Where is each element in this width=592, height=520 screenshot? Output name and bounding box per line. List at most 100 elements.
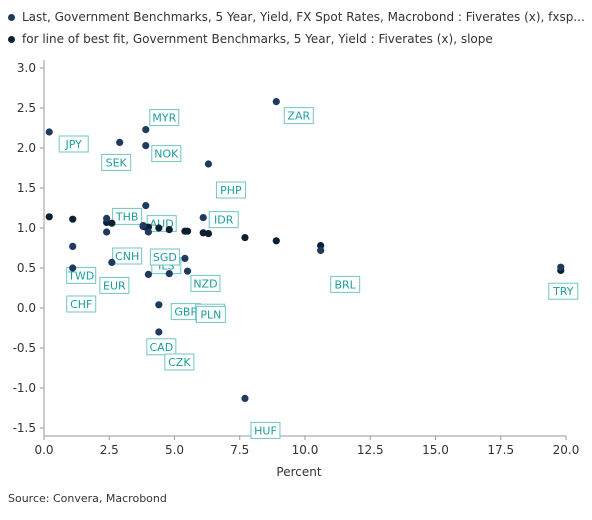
data-label: IDR: [214, 214, 234, 227]
data-point-eur[interactable]: [108, 258, 116, 266]
data-label: CHF: [70, 298, 92, 311]
data-label: CNH: [115, 250, 139, 263]
data-point-huf[interactable]: [241, 394, 249, 402]
data-label-box: [101, 153, 132, 171]
y-tick-label: 3.0: [17, 61, 36, 75]
fit-point[interactable]: [45, 213, 53, 221]
y-tick-label: 1.5: [17, 181, 36, 195]
x-tick-label: 7.5: [230, 443, 249, 457]
legend: Last, Government Benchmarks, 5 Year, Yie…: [8, 6, 588, 50]
data-label: CZK: [168, 356, 191, 369]
y-tick-label: -0.5: [13, 341, 36, 355]
data-label: TWD: [67, 269, 94, 282]
y-tick-label: -1.5: [13, 421, 36, 435]
x-tick-label: 5.0: [165, 443, 184, 457]
y-tick-label: 0.5: [17, 261, 36, 275]
x-tick-label: 0.0: [34, 443, 53, 457]
legend-dot-last: [8, 13, 15, 21]
data-label-box: [112, 247, 143, 265]
data-label-box: [250, 421, 281, 439]
data-label-box: [195, 305, 226, 323]
data-point-cad[interactable]: [155, 301, 163, 309]
data-point-chf[interactable]: [69, 264, 77, 272]
data-point-pln[interactable]: [144, 270, 152, 278]
data-label-box: [151, 145, 182, 163]
data-label-box: [58, 135, 89, 153]
data-label-box: [146, 338, 177, 356]
data-label: GBP: [174, 306, 197, 319]
data-label-box: [149, 248, 180, 266]
x-tick-label: 20.0: [553, 443, 580, 457]
data-label-box: [283, 107, 314, 125]
data-label: SGD: [153, 251, 177, 264]
data-label: BRL: [334, 278, 356, 291]
y-tick-label: 2.5: [17, 101, 36, 115]
data-label: NZD: [193, 277, 217, 290]
x-tick-label: 12.5: [357, 443, 384, 457]
fit-point[interactable]: [204, 230, 213, 238]
fit-point[interactable]: [241, 234, 249, 242]
data-point-cnh[interactable]: [103, 228, 111, 236]
legend-item-last[interactable]: Last, Government Benchmarks, 5 Year, Yie…: [8, 6, 588, 28]
data-point-nok[interactable]: [142, 142, 150, 150]
data-label-box: [548, 282, 579, 300]
data-label: MYR: [152, 112, 176, 125]
data-point-clp[interactable]: [183, 267, 192, 275]
data-point-nzd[interactable]: [181, 254, 189, 262]
x-tick-label: 10.0: [292, 443, 319, 457]
data-point-thb[interactable]: [103, 214, 111, 222]
data-label-box: [66, 295, 97, 313]
data-point-twd[interactable]: [69, 242, 77, 250]
data-label-box: [99, 276, 130, 294]
source-note: Source: Convera, Macrobond: [8, 492, 167, 505]
y-tick-label: -1.0: [13, 381, 36, 395]
data-label: ZAR: [287, 110, 310, 123]
data-label-box: [330, 275, 361, 293]
x-tick-label: 2.5: [100, 443, 119, 457]
legend-dot-fit: [8, 35, 15, 43]
data-point-myr[interactable]: [142, 126, 150, 134]
data-point-idr[interactable]: [199, 214, 207, 222]
y-tick-label: 2.0: [17, 141, 36, 155]
fit-point[interactable]: [155, 224, 163, 232]
data-point-sek[interactable]: [116, 138, 124, 146]
data-point-try[interactable]: [557, 263, 565, 271]
data-point-sgd[interactable]: [144, 228, 152, 236]
data-label: SEK: [106, 156, 128, 169]
data-label-box: [112, 207, 143, 225]
data-point-gbp[interactable]: [165, 270, 173, 278]
data-point-ils[interactable]: [142, 202, 150, 210]
data-label: HUF: [254, 424, 277, 437]
fit-point[interactable]: [69, 215, 77, 223]
legend-item-fit[interactable]: for line of best fit, Government Benchma…: [8, 28, 588, 50]
y-tick-label: 1.0: [17, 221, 36, 235]
data-label: PHP: [220, 184, 242, 197]
x-tick-label: 15.0: [422, 443, 449, 457]
data-point-brl[interactable]: [317, 246, 325, 254]
y-tick-label: 0.0: [17, 301, 36, 315]
data-label: NOK: [154, 148, 179, 161]
fit-point[interactable]: [165, 226, 173, 234]
fit-point[interactable]: [183, 227, 192, 235]
data-label: EUR: [103, 279, 126, 292]
x-tick-label: 17.5: [487, 443, 514, 457]
data-label-box: [190, 274, 221, 292]
data-label-box: [149, 109, 180, 127]
data-label-box: [66, 266, 97, 284]
scatter-chart: 3.0 2.5 2.0 1.5 1.0 0.5 0.0 -0.5 -1.0 -1.5 0.0 2.5 5…: [13, 60, 580, 479]
fit-point[interactable]: [272, 237, 280, 245]
data-point-zar[interactable]: [272, 98, 280, 106]
fit-point[interactable]: [108, 219, 116, 227]
data-label-box: [215, 181, 246, 199]
x-axis-title: Percent: [276, 465, 321, 479]
data-label: PLN: [200, 308, 221, 321]
data-point-aud[interactable]: [139, 222, 147, 230]
data-point-php[interactable]: [204, 160, 213, 168]
legend-label-last: Last, Government Benchmarks, 5 Year, Yie…: [22, 10, 585, 24]
legend-label-fit: for line of best fit, Government Benchma…: [22, 32, 493, 46]
data-label-box: [164, 353, 195, 371]
data-label: TRY: [552, 285, 574, 298]
data-label-box: [208, 211, 239, 229]
data-point-jpy[interactable]: [45, 128, 53, 136]
data-point-czk[interactable]: [155, 328, 163, 336]
